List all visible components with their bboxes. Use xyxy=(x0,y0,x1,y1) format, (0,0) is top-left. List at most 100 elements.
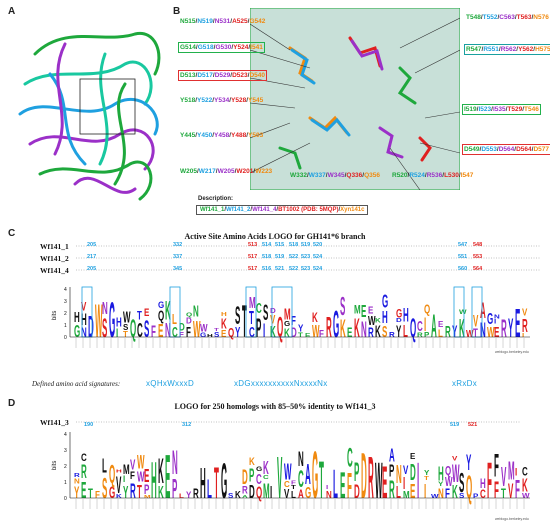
logo-letter: E xyxy=(221,328,226,339)
panel-d-title: LOGO for 250 homologs with 85–50% identi… xyxy=(174,402,376,411)
residue-part: / xyxy=(195,97,197,104)
logo-letter: K xyxy=(158,452,164,491)
residue-part: R520 xyxy=(392,172,408,179)
logo-letter: D xyxy=(186,317,192,326)
residue-label-i519: I519/I523/I535/T529/T546 xyxy=(462,104,541,115)
logo-letter: C xyxy=(480,489,486,502)
position-number: 521 xyxy=(468,422,477,428)
residue-part: Y528 xyxy=(231,97,247,104)
logo-letter: W xyxy=(487,323,495,340)
logo-letter: W xyxy=(200,322,208,335)
residue-part: / xyxy=(212,18,215,25)
logo-letter: P xyxy=(172,475,177,505)
logo-letter: Q xyxy=(158,308,164,324)
logo-letter: H xyxy=(74,308,80,325)
logo-letter: D xyxy=(249,482,255,503)
residue-part: / xyxy=(195,44,198,51)
residue-part: / xyxy=(230,72,233,79)
logo-letter: W xyxy=(459,308,467,316)
logo-letter: K xyxy=(158,483,164,502)
logo-letter: K xyxy=(270,323,276,341)
logo-letter: Y xyxy=(438,480,444,488)
residue-part: / xyxy=(248,44,251,51)
logo-letter: K xyxy=(116,494,122,500)
position-number: 524 xyxy=(313,254,323,260)
residue-part: I547 xyxy=(460,172,474,179)
logo-letter: W xyxy=(284,458,292,485)
logo-letter: F xyxy=(487,452,492,509)
logo-letter: Q xyxy=(410,314,416,344)
residue-part: D513 xyxy=(180,72,196,79)
position-number: 548 xyxy=(473,242,482,248)
residue-part: L530 xyxy=(444,172,459,179)
residue-part: / xyxy=(229,97,231,104)
residue-label-y445: Y445/Y450/Y458/Y488/Y503 xyxy=(178,130,265,141)
logo-letter: C xyxy=(417,319,423,335)
residue-part: / xyxy=(212,132,214,139)
svg-text:0: 0 xyxy=(64,496,67,502)
panel-d-label: D xyxy=(8,398,16,409)
logo-letter: S xyxy=(102,472,107,505)
logo-letter: Q xyxy=(277,312,283,343)
logo-letter: I xyxy=(515,466,517,479)
svg-text:4: 4 xyxy=(64,432,67,438)
logo-letter: N xyxy=(102,299,108,318)
residue-part: N576 xyxy=(533,14,549,21)
logo-letter: S xyxy=(144,316,149,343)
logo-letter: Y xyxy=(186,490,192,501)
logo-letter: V xyxy=(508,481,514,503)
residue-part: / xyxy=(253,168,256,175)
logo-letter: H xyxy=(116,469,122,474)
panel-b-label: B xyxy=(173,6,181,17)
residue-part: D517 xyxy=(197,72,213,79)
logo-letter: E xyxy=(340,465,345,506)
residue-label-r520: R520/R524/R536/L530/I547 xyxy=(390,170,475,181)
residue-part: D549 xyxy=(464,146,480,153)
residue-part: / xyxy=(229,132,231,139)
logo-d-credit: weblogo.berkeley.edu xyxy=(495,517,529,521)
residue-part: G542 xyxy=(249,18,266,25)
logo-letter: E xyxy=(165,443,170,512)
logo-letter: N xyxy=(193,302,199,320)
logo-letter: C xyxy=(256,301,262,317)
logo-letter: D xyxy=(242,465,248,489)
residue-part: Y534 xyxy=(214,97,230,104)
logo-letter: L xyxy=(172,310,177,327)
row-label-wf141-1: Wf141_1 xyxy=(40,242,69,251)
position-number: 205 xyxy=(87,266,96,272)
logo-letter: A xyxy=(305,458,311,491)
position-number: 517 xyxy=(248,266,257,272)
logo-letter: V xyxy=(284,488,289,501)
position-number: 522 xyxy=(289,254,298,260)
position-number: 521 xyxy=(275,266,284,272)
panel-c-title: Active Site Amino Acids LOGO for GH141*6… xyxy=(184,232,366,241)
logo-letter: W xyxy=(193,316,201,343)
svg-text:0: 0 xyxy=(64,335,67,341)
logo-letter: K xyxy=(522,476,528,497)
logo-letter: M xyxy=(123,463,130,478)
position-number: 514 xyxy=(262,242,272,248)
logo-letter: F xyxy=(95,489,100,500)
residue-part: W345 xyxy=(327,172,345,179)
logo-letter: H xyxy=(382,307,388,326)
logo-letter: A xyxy=(431,308,437,345)
legend-entry: / xyxy=(224,207,227,213)
logo-letter: H xyxy=(207,333,213,338)
svg-text:1: 1 xyxy=(64,480,67,486)
position-number: 515 xyxy=(275,242,284,248)
logo-letter: W xyxy=(137,453,145,474)
position-number: 520 xyxy=(313,242,322,248)
logo-letter: E xyxy=(144,465,149,486)
logo-letter: R xyxy=(193,487,199,502)
residue-part: / xyxy=(325,172,328,179)
residue-part: / xyxy=(230,18,233,25)
logo-letter: W xyxy=(375,452,383,509)
logo-letter: T xyxy=(298,331,303,339)
svg-text:2: 2 xyxy=(64,464,67,470)
residue-part: W332 xyxy=(290,172,307,179)
position-number: 217 xyxy=(87,254,96,260)
residue-part: / xyxy=(215,168,218,175)
logo-letter: I xyxy=(123,474,125,485)
residue-part: G514 xyxy=(180,44,196,51)
logo-letter: C xyxy=(298,466,304,493)
